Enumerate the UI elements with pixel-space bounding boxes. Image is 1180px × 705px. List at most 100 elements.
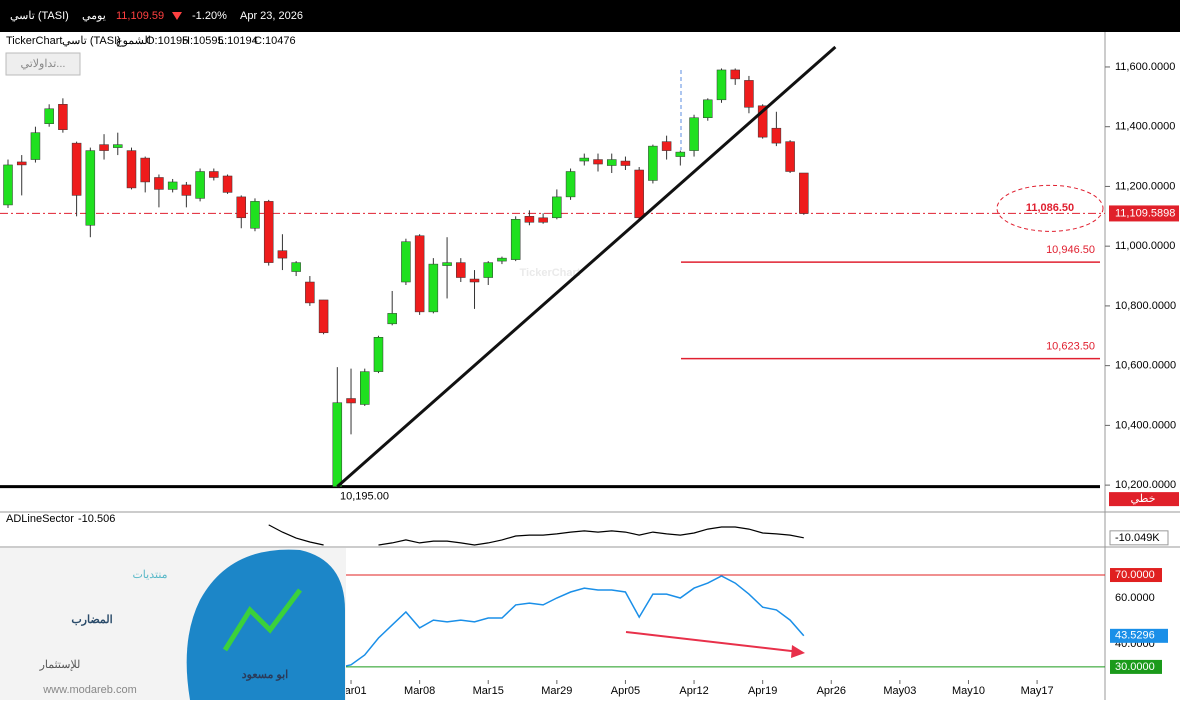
candle-body <box>414 235 425 313</box>
x-tick-label: May10 <box>952 685 985 697</box>
candle-body <box>263 201 274 263</box>
candle-body <box>428 263 439 313</box>
candle-body <box>648 145 658 181</box>
candle-body <box>195 171 205 199</box>
candle-body <box>30 132 41 160</box>
level-circle <box>996 184 1104 232</box>
ohlc-label: H:10595 <box>182 35 224 47</box>
ohlc-label: O:10195 <box>146 35 188 47</box>
candle-body <box>277 250 288 259</box>
logo-sub: للإستثمار <box>39 659 81 671</box>
candle-body <box>346 398 356 404</box>
y-tick-label: 10,400.0000 <box>1115 419 1176 431</box>
logo-top: منتديات <box>132 569 167 581</box>
x-tick-label: Apr19 <box>748 685 777 697</box>
candle-body <box>291 262 301 272</box>
legend-style: الشموع <box>116 35 151 47</box>
last-price-box <box>1109 205 1179 222</box>
x-tick-label: Apr26 <box>817 685 846 697</box>
candle-body <box>552 196 562 219</box>
candle-body <box>305 281 315 304</box>
scale-mode: خطي <box>1131 493 1156 505</box>
x-tick-label: Mar15 <box>473 685 504 697</box>
candle-body <box>16 161 27 166</box>
candle-body <box>510 219 521 260</box>
last-label: -10.049K <box>1115 532 1160 544</box>
candle-body <box>799 172 809 214</box>
period: يومي <box>82 10 106 22</box>
candle-body <box>497 257 507 262</box>
y-tick-label: 11,200.0000 <box>1115 180 1175 192</box>
x-tick-label: Mar08 <box>404 685 435 697</box>
x-tick-label: Apr05 <box>611 685 640 697</box>
candle-body <box>483 262 493 278</box>
x-tick-label: May03 <box>883 685 916 697</box>
legend-name: تاسي (TASI) <box>62 35 121 47</box>
candle-body <box>126 150 137 189</box>
indicator-name: ADLineSector <box>6 513 74 525</box>
indicator-value: -10.506 <box>78 513 115 525</box>
candle-body <box>222 175 233 193</box>
candle-body <box>456 262 466 278</box>
candle-body <box>167 181 178 190</box>
legend-source: TickerChart <box>6 35 62 47</box>
level-label: 11,086.50 <box>1026 202 1074 214</box>
candle-body <box>401 241 411 283</box>
candle-body <box>359 371 370 405</box>
scale-box <box>1109 492 1179 507</box>
y-tick-label: 11,600.0000 <box>1115 61 1175 73</box>
top-bar <box>0 0 1180 32</box>
y-tick-label: 11,400.0000 <box>1115 121 1175 133</box>
candle-body <box>771 127 782 144</box>
candle-body <box>332 402 343 487</box>
candle-body <box>744 80 754 108</box>
candle-body <box>113 144 123 148</box>
y-tick-label: 30.0000 <box>1115 661 1155 673</box>
y-tick-label: 10,800.0000 <box>1115 300 1176 312</box>
button[interactable] <box>5 52 81 76</box>
candle-body <box>661 141 672 151</box>
candle-body <box>579 157 590 162</box>
logo: منتديات المضارب للإستثمار ابو مسعود www.moda… <box>0 548 346 700</box>
candle-body <box>565 171 576 198</box>
logo-name: المضارب <box>71 614 112 626</box>
level-label: 10,623.50 <box>1046 341 1095 353</box>
x-tick-label: Apr12 <box>679 685 708 697</box>
candle-body <box>181 184 192 196</box>
y-tick-label: 70.0000 <box>1115 569 1155 581</box>
candle-body <box>675 151 686 157</box>
candle-body <box>730 69 740 80</box>
annotation-arrow <box>625 631 801 653</box>
candle-body <box>689 117 699 151</box>
candle-body <box>373 337 384 372</box>
watermark: TickerChart <box>520 267 581 279</box>
indicator-line <box>268 524 804 546</box>
last-label: 43.5296 <box>1115 630 1155 642</box>
indicator-line <box>337 575 805 669</box>
y-tick-label: 10,200.0000 <box>1115 479 1176 491</box>
tick-box <box>1110 568 1162 583</box>
change: -1.20% <box>192 10 227 22</box>
trendline <box>336 45 837 488</box>
last-price-label: 11,109.5898 <box>1115 207 1175 219</box>
candle-body <box>209 171 219 178</box>
ohlc-label: C:10476 <box>254 35 296 47</box>
tick-box <box>1110 659 1162 674</box>
candle-body <box>250 201 260 229</box>
candle-body <box>140 157 150 183</box>
y-tick-label: 10,600.0000 <box>1115 360 1176 372</box>
date: Apr 23, 2026 <box>240 10 303 22</box>
candle-body <box>387 313 397 325</box>
candle-body <box>469 278 480 283</box>
candle-body <box>593 159 603 165</box>
x-tick-label: May17 <box>1021 685 1054 697</box>
candle-body <box>71 142 82 196</box>
level-label: 10,195.00 <box>340 491 389 503</box>
candle-body <box>44 108 54 124</box>
y-tick-label: 11,000.0000 <box>1115 240 1175 252</box>
candle-body <box>236 196 247 219</box>
candle-body <box>757 105 768 138</box>
candle-body <box>99 144 109 151</box>
